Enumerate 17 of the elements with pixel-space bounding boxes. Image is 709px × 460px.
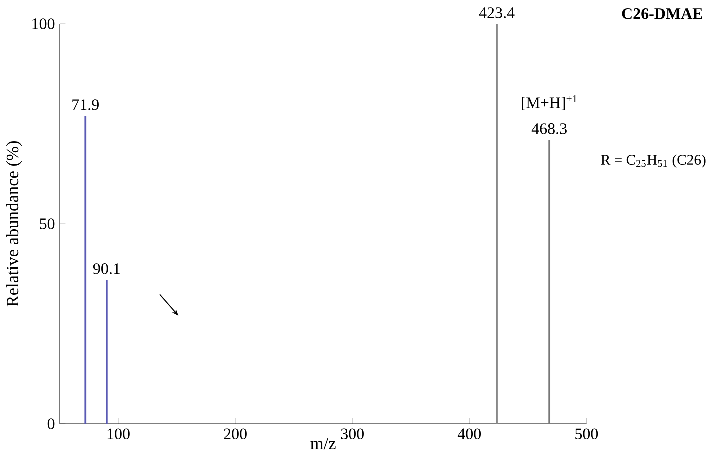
annotation: 423.4 [479, 8, 515, 18]
annotation: 468.3 [532, 124, 567, 134]
y-tick-label: 100 [32, 18, 55, 30]
x-axis-title: m/z [310, 438, 336, 450]
y-axis-title: Relative abundance (%) [6, 141, 22, 307]
text: C26-DMAE [622, 8, 702, 20]
annotation: 71.9 [72, 100, 99, 110]
x-tick-label: 400 [458, 428, 482, 440]
annotation: [M+H]$^{+1}$ [522, 95, 577, 110]
x-tick-label: 500 [576, 428, 598, 440]
x-tick-label: 200 [224, 428, 247, 440]
y-tick-label: 50 [40, 218, 55, 230]
x-tick-label: 100 [108, 428, 130, 440]
y-tick-label: 0 [48, 418, 55, 430]
x-tick-label: 300 [341, 428, 364, 440]
text: R = C$_{25}$H$_{51}$ (C26) [601, 154, 706, 168]
annotation: 90.1 [93, 264, 120, 274]
